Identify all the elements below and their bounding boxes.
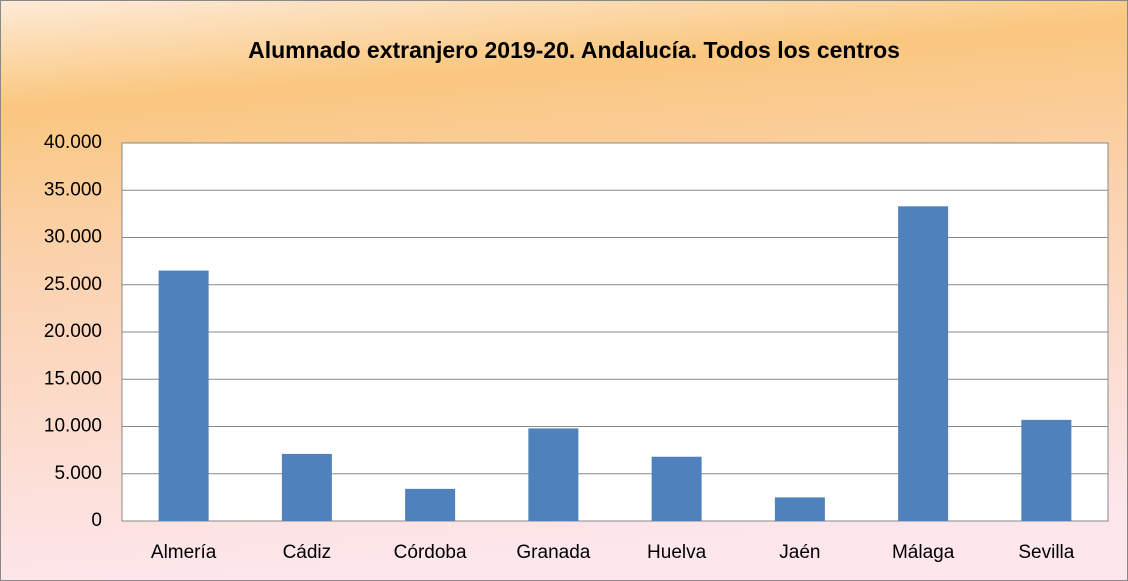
bar: [651, 456, 702, 521]
bar: [1021, 419, 1072, 521]
x-tick-label: Sevilla: [1018, 542, 1074, 563]
y-tick-label: 30.000: [44, 227, 102, 248]
bar: [774, 497, 825, 521]
bar: [158, 270, 209, 521]
y-tick-label: 15.000: [44, 368, 102, 389]
bar: [528, 428, 579, 521]
x-tick-label: Almería: [151, 542, 217, 563]
x-tick-label: Cádiz: [283, 542, 332, 563]
y-tick-label: 5.000: [54, 463, 102, 484]
x-tick-label: Córdoba: [394, 542, 467, 563]
chart-title: Alumnado extranjero 2019-20. Andalucía. …: [248, 37, 900, 63]
y-tick-label: 0: [91, 510, 102, 531]
y-tick-label: 40.000: [44, 132, 102, 153]
x-tick-label: Málaga: [892, 542, 955, 563]
y-tick-label: 10.000: [44, 416, 102, 437]
y-tick-label: 25.000: [44, 274, 102, 295]
x-tick-label: Granada: [516, 542, 590, 563]
bar: [898, 206, 949, 521]
x-tick-label: Jaén: [779, 542, 820, 563]
bar: [281, 453, 332, 521]
y-tick-label: 20.000: [44, 321, 102, 342]
y-tick-label: 35.000: [44, 179, 102, 200]
bar: [405, 488, 456, 521]
x-tick-label: Huelva: [647, 542, 707, 563]
